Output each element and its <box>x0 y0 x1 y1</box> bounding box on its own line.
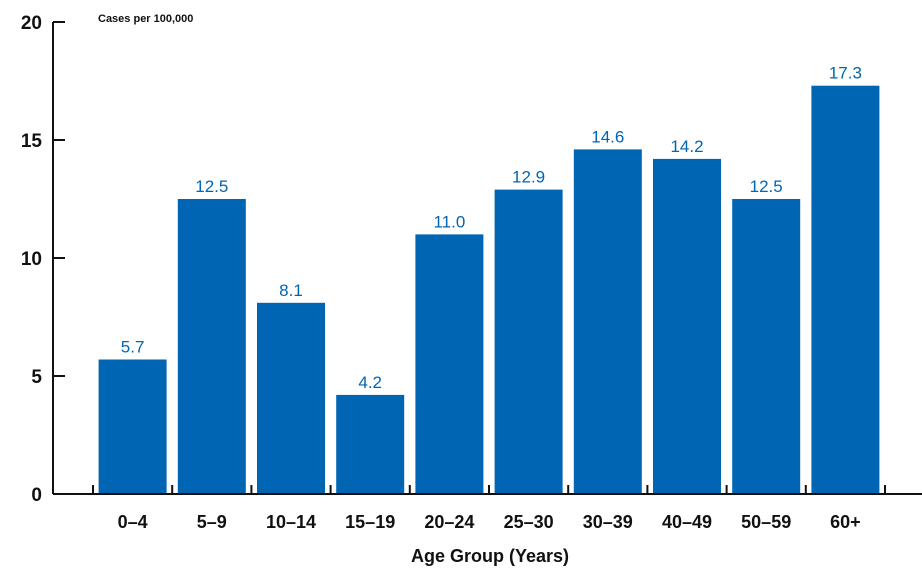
x-tick-label: 20–24 <box>424 512 474 532</box>
x-tick-label: 50–59 <box>741 512 791 532</box>
x-tick-label: 30–39 <box>583 512 633 532</box>
data-label: 4.2 <box>358 373 382 392</box>
y-ticks-group: 0 5 10 15 20 <box>21 13 65 506</box>
x-tick-label: 0–4 <box>118 512 148 532</box>
bar <box>653 158 721 494</box>
x-tick-label: 40–49 <box>662 512 712 532</box>
x-axis-title: Age Group (Years) <box>411 546 569 566</box>
bar <box>415 234 484 494</box>
y-tick-label: 15 <box>21 131 43 152</box>
bar <box>494 189 563 494</box>
bar <box>98 359 167 494</box>
x-ticks-group: 0–4 5–9 10–14 15–19 20–24 25–30 30–39 40–49 50–5… <box>92 485 886 532</box>
y-tick-label: 10 <box>21 249 42 270</box>
bar <box>573 149 642 494</box>
data-label: 14.6 <box>591 127 624 146</box>
bar <box>732 199 801 494</box>
data-label: 5.7 <box>121 338 145 357</box>
data-label: 12.9 <box>512 168 545 187</box>
data-label: 8.1 <box>279 281 303 300</box>
data-label: 14.2 <box>670 137 703 156</box>
x-tick-label: 60+ <box>830 512 861 532</box>
x-tick-label: 15–19 <box>345 512 395 532</box>
bar <box>811 85 880 494</box>
bars-group <box>98 85 880 494</box>
bar <box>177 199 246 494</box>
data-label: 12.5 <box>195 177 228 196</box>
data-label: 11.0 <box>433 212 465 231</box>
y-tick-label: 20 <box>21 13 42 34</box>
x-tick-label: 5–9 <box>197 512 227 532</box>
x-tick-label: 25–30 <box>504 512 554 532</box>
y-axis-units-label: Cases per 100,000 <box>98 13 193 25</box>
bar <box>257 302 325 494</box>
x-tick-label: 10–14 <box>266 512 316 532</box>
y-tick-label: 0 <box>31 485 42 506</box>
data-label: 12.5 <box>750 177 783 196</box>
y-tick-label: 5 <box>31 367 42 388</box>
data-label: 17.3 <box>829 64 862 83</box>
bar <box>336 394 405 494</box>
data-labels-group: 5.7 12.5 8.1 4.2 11.0 12.9 14.6 14.2 12.5 17.3 <box>121 64 862 392</box>
